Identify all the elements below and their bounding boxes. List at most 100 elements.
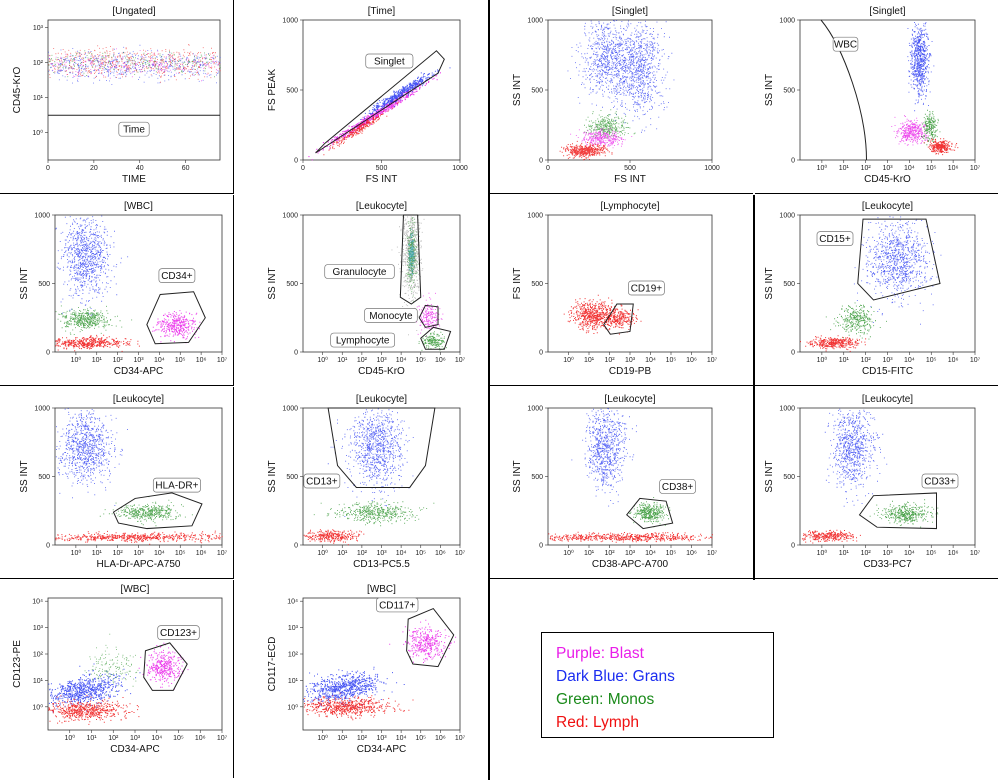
divider <box>755 387 998 579</box>
y-axis-label: SS INT <box>764 267 775 299</box>
data-points <box>138 642 189 690</box>
plot-title: [Leukocyte] <box>862 394 913 405</box>
x-axis-label: CD33-PC7 <box>863 559 912 570</box>
y-tick-label: 10⁰ <box>287 703 298 711</box>
data-points <box>303 692 414 721</box>
x-tick-label: 10¹ <box>839 550 850 557</box>
x-tick-label: 10² <box>113 357 124 364</box>
x-tick-label: 10¹ <box>337 357 348 364</box>
y-tick-label: 500 <box>286 88 298 95</box>
y-tick-label: 0 <box>46 543 50 550</box>
plot-title: [Leukocyte] <box>356 201 407 212</box>
y-tick-label: 500 <box>531 474 543 481</box>
data-points <box>891 115 933 146</box>
scatter-plot: [Leukocyte] CD13-PC5.5 SS INT 10⁰ 10¹ 10² 10³ 1… <box>267 394 466 570</box>
population-cloud <box>923 138 959 156</box>
population-cloud <box>55 334 140 352</box>
data-points <box>563 294 617 334</box>
x-axis-label: CD19-PB <box>609 366 652 377</box>
scatter-plot: [Leukocyte] CD15-FITC SS INT 10⁰ 10¹ 10² 10³ 10… <box>764 201 981 377</box>
gate-line <box>820 19 867 161</box>
population-cloud <box>418 331 447 351</box>
x-tick-label: 10⁷ <box>217 735 228 742</box>
x-axis-label: CD34-APC <box>114 366 163 377</box>
y-axis-label: CD117-ECD <box>267 637 278 692</box>
y-tick-label: 0 <box>294 543 298 550</box>
population-cloud <box>405 217 420 303</box>
x-tick-label: 10⁵ <box>173 735 184 742</box>
x-axis-label: CD13-PC5.5 <box>353 559 410 570</box>
y-tick-label: 10² <box>33 60 44 67</box>
x-tick-label: 10⁶ <box>196 550 207 557</box>
x-tick-label: 0 <box>46 165 50 172</box>
gate-label-box <box>330 332 396 348</box>
divider <box>0 580 234 778</box>
divider <box>0 195 234 386</box>
data-points <box>548 531 713 543</box>
x-tick-label: 10² <box>861 165 872 172</box>
x-tick-label: 10⁰ <box>317 356 328 364</box>
data-points <box>55 305 133 335</box>
y-tick-label: 500 <box>286 474 298 481</box>
y-tick-label: 10² <box>33 652 44 659</box>
x-tick-label: 10⁰ <box>71 549 82 557</box>
population-cloud <box>907 22 935 112</box>
y-tick-label: 10⁰ <box>32 129 43 137</box>
population-cloud <box>48 663 141 713</box>
x-tick-label: 10⁷ <box>707 550 718 557</box>
gate-polygon <box>327 407 436 488</box>
y-tick-label: 1000 <box>34 406 50 413</box>
y-tick-label: 1000 <box>282 18 298 25</box>
scatter-plot: [Leukocyte] CD45-KrO SS INT 10⁰ 10¹ 10² 10³ 10⁴… <box>267 201 466 377</box>
data-points <box>303 529 365 546</box>
y-tick-label: 0 <box>791 350 795 357</box>
data-points <box>48 44 221 76</box>
data-points <box>921 109 941 146</box>
y-tick-label: 10³ <box>33 25 44 32</box>
data-points <box>800 335 867 352</box>
gate-polygon <box>418 304 439 328</box>
divider <box>490 0 753 194</box>
scatter-plot: [Lymphocyte] CD19-PB FS INT 10⁰ 10¹ 10² 10³ 10⁴… <box>512 201 718 377</box>
legend-monos: Green: Monos <box>556 691 655 708</box>
plot-lymphocyte-cd19: [Lymphocyte] CD19-PB FS INT 10⁰ 10¹ 10² 10³ 10⁴… <box>490 195 755 387</box>
y-axis-label: SS INT <box>19 460 30 492</box>
x-tick-label: 10² <box>357 550 368 557</box>
x-tick-label: 10³ <box>376 357 387 364</box>
x-tick-label: 20 <box>90 165 98 172</box>
scatter-plot: [Singlet] CD45-KrO SS INT 10⁰ 10¹ 10² 10³ 10⁴ 10… <box>764 6 981 185</box>
x-tick-label: 10¹ <box>839 357 850 364</box>
gate-polygon <box>146 291 206 345</box>
x-axis-label: CD38-APC-A700 <box>592 559 669 570</box>
legend-lymph: Red: Lymph <box>556 714 639 731</box>
gate-label: CD15+ <box>819 234 851 245</box>
x-tick-label: 10⁴ <box>904 357 915 364</box>
x-tick-label: 10⁶ <box>686 357 697 364</box>
data-points <box>415 292 444 337</box>
x-tick-label: 10³ <box>133 357 144 364</box>
x-tick-label: 10¹ <box>92 550 103 557</box>
gate-polygon <box>143 642 188 691</box>
x-tick-label: 10⁶ <box>195 735 206 742</box>
gate-label: CD13+ <box>306 476 338 487</box>
x-tick-label: 500 <box>624 165 636 172</box>
plot-area <box>302 214 461 353</box>
gate-label-box <box>324 264 395 279</box>
y-axis-label: SS INT <box>764 460 775 492</box>
x-tick-label: 10⁵ <box>926 165 937 172</box>
y-tick-label: 10¹ <box>288 678 299 685</box>
x-tick-label: 10⁷ <box>217 550 228 557</box>
x-tick-label: 500 <box>376 165 388 172</box>
gate-label-box <box>832 36 859 52</box>
y-tick-label: 1000 <box>282 406 298 413</box>
x-tick-label: 10¹ <box>839 165 850 172</box>
gate-label-box <box>628 280 665 296</box>
y-tick-label: 1000 <box>779 406 795 413</box>
data-points <box>593 302 642 335</box>
population-cloud <box>570 126 633 150</box>
scatter-plot: [WBC] CD34-APC CD117-ECD 10⁰ 10¹ 10² 10³ 10⁴ 10⁵… <box>267 584 466 755</box>
y-axis-label: FS INT <box>512 268 523 300</box>
y-axis-label: CD123-PE <box>12 640 23 688</box>
plot-wbc-cd123: [WBC] CD34-APC CD123-PE 10⁰ 10¹ 10² 10³ 10⁴ 10⁵ 1… <box>0 580 235 780</box>
y-tick-label: 1000 <box>779 213 795 220</box>
